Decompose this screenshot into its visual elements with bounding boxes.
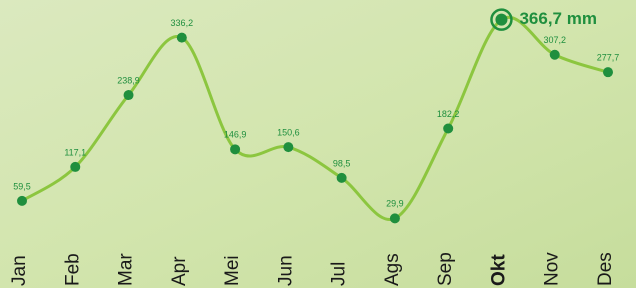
x-tick-label: Jan <box>9 255 30 286</box>
value-label: 98,5 <box>333 158 351 168</box>
value-label: 336,2 <box>171 18 194 28</box>
x-tick-label: Mar <box>116 253 137 286</box>
value-label: 150,6 <box>277 128 300 138</box>
point <box>70 162 80 172</box>
value-label: 277,7 <box>597 53 620 63</box>
value-label: 146,9 <box>224 130 247 140</box>
x-tick-label: Nov <box>542 252 563 286</box>
value-label: 29,9 <box>386 199 404 209</box>
x-tick-label: Jun <box>275 255 296 286</box>
value-label: 59,5 <box>13 181 31 191</box>
x-tick-label: Sep <box>435 252 456 286</box>
point <box>550 50 560 60</box>
point <box>495 14 507 26</box>
point <box>230 144 240 154</box>
value-label: 366,7 mm <box>519 9 597 28</box>
x-tick-label: Feb <box>62 253 83 286</box>
value-label: 182,2 <box>437 109 460 119</box>
value-label: 238,9 <box>117 75 140 85</box>
x-tick-label: Okt <box>488 254 509 286</box>
x-tick-label: Apr <box>169 256 190 286</box>
point <box>124 90 134 100</box>
x-tick-label: Des <box>595 252 616 286</box>
point <box>390 213 400 223</box>
point <box>17 196 27 206</box>
value-label: 117,1 <box>64 147 86 157</box>
value-label: 307,2 <box>543 35 566 45</box>
x-tick-label: Jul <box>329 262 350 286</box>
point <box>283 142 293 152</box>
x-tick-label: Mei <box>222 255 243 286</box>
point <box>603 67 613 77</box>
chart: 59,5 117,1 238,9 336,2 146,9 150,6 98,5 29,9 182… <box>0 0 636 288</box>
point <box>443 124 453 134</box>
point <box>337 173 347 183</box>
point <box>177 33 187 43</box>
x-tick-label: Ags <box>382 253 403 286</box>
